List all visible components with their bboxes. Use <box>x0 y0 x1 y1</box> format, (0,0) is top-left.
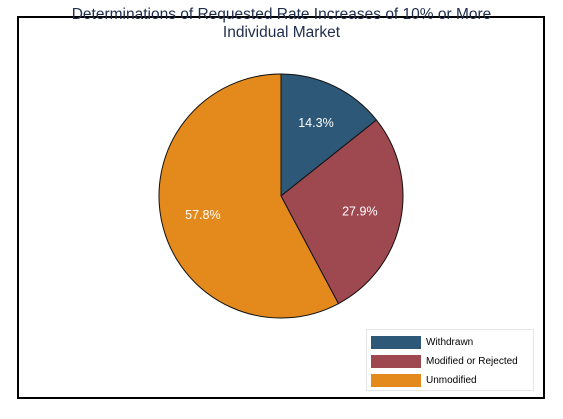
legend-swatch-unmodified <box>371 374 421 387</box>
legend-label-withdrawn: Withdrawn <box>426 337 473 348</box>
pie-label-unmodified: 57.8% <box>185 208 220 222</box>
legend-item-unmodified: Unmodified <box>371 371 529 389</box>
legend-label-unmodified: Unmodified <box>426 375 477 386</box>
pie-label-withdrawn: 14.3% <box>298 116 333 130</box>
legend-label-modified-or-rejected: Modified or Rejected <box>426 356 518 367</box>
pie-label-modified-or-rejected: 27.9% <box>342 205 377 219</box>
legend: Withdrawn Modified or Rejected Unmodifie… <box>366 329 534 391</box>
legend-item-modified-or-rejected: Modified or Rejected <box>371 352 529 370</box>
pie-slices <box>159 74 403 318</box>
legend-swatch-modified-or-rejected <box>371 355 421 368</box>
legend-item-withdrawn: Withdrawn <box>371 333 529 351</box>
legend-swatch-withdrawn <box>371 336 421 349</box>
